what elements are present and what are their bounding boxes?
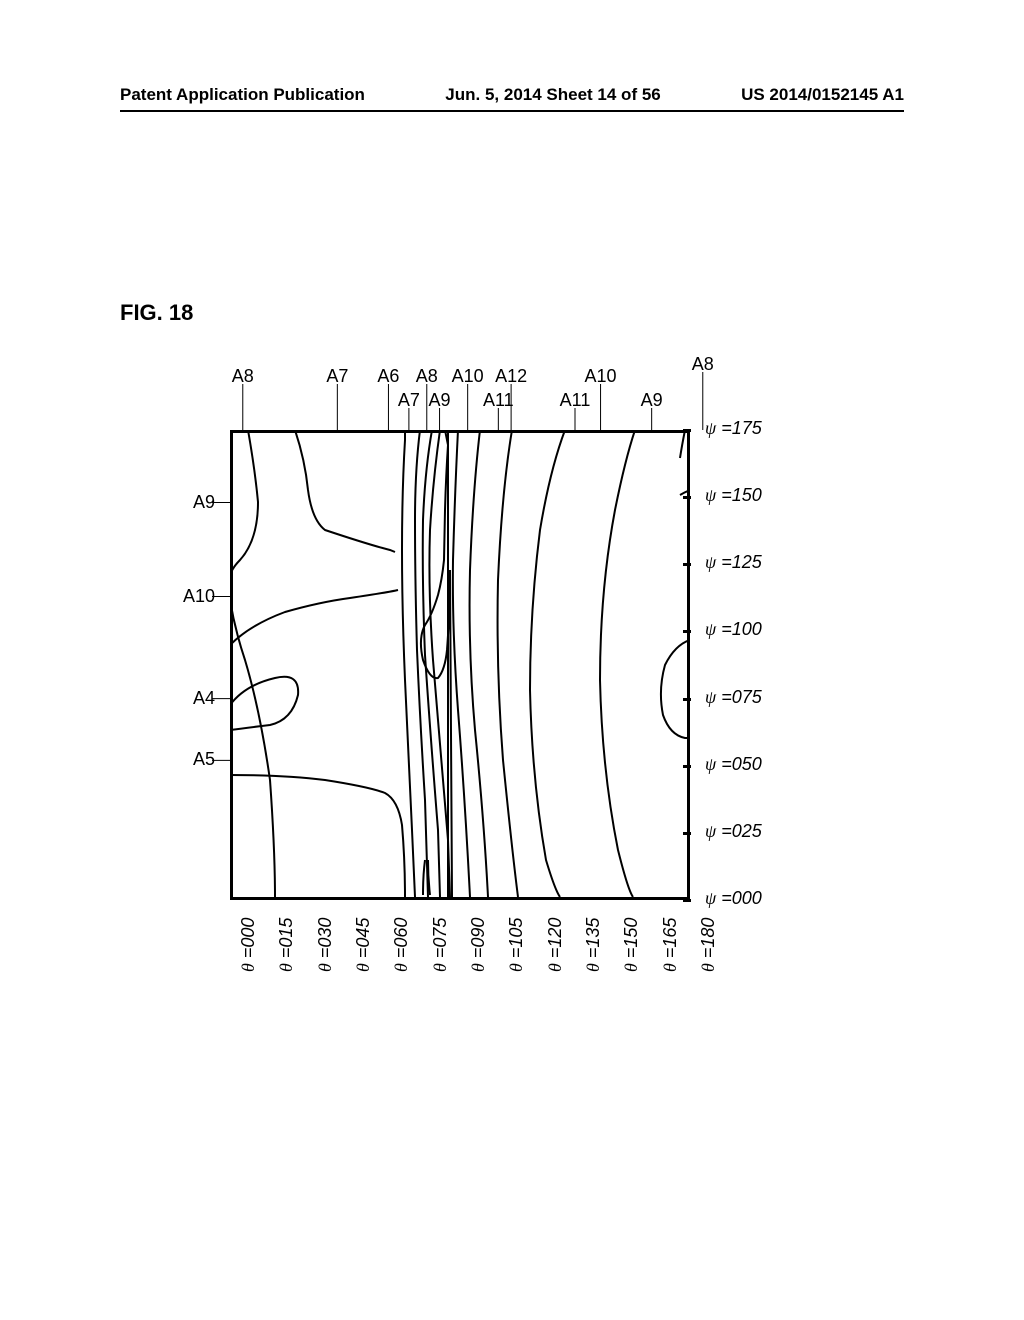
psi-label: ψ =125: [705, 552, 762, 573]
psi-tick: [683, 630, 691, 633]
psi-tick: [683, 429, 691, 432]
annotation-label: A12: [495, 366, 527, 387]
psi-label: ψ =100: [705, 619, 762, 640]
theta-label: θ =120: [545, 918, 566, 972]
header-left: Patent Application Publication: [120, 85, 365, 105]
figure-label: FIG. 18: [120, 300, 193, 326]
theta-label: θ =045: [353, 918, 374, 972]
psi-tick: [683, 765, 691, 768]
annotation-label: A4: [193, 688, 215, 709]
annotation-label: A11: [483, 390, 514, 411]
annotation-label: A10: [585, 366, 617, 387]
theta-label: θ =090: [468, 918, 489, 972]
page-header: Patent Application Publication Jun. 5, 2…: [0, 85, 1024, 105]
theta-label: θ =000: [238, 918, 259, 972]
theta-label: θ =075: [430, 918, 451, 972]
psi-tick: [683, 563, 691, 566]
psi-tick: [683, 698, 691, 701]
psi-label: ψ =175: [705, 418, 762, 439]
psi-label: ψ =075: [705, 687, 762, 708]
annotation-label: A11: [560, 390, 591, 411]
contour-plot: ψ =000ψ =025ψ =050ψ =075ψ =100ψ =125ψ =1…: [230, 430, 690, 900]
annotation-label: A10: [452, 366, 484, 387]
annotation-label: A10: [183, 586, 215, 607]
header-center: Jun. 5, 2014 Sheet 14 of 56: [445, 85, 660, 105]
annotation-label: A8: [692, 354, 714, 375]
annotation-label: A9: [193, 492, 215, 513]
annotation-label: A6: [377, 366, 399, 387]
annotation-label: A5: [193, 749, 215, 770]
annotation-label: A8: [416, 366, 438, 387]
header-right: US 2014/0152145 A1: [741, 85, 904, 105]
annotation-label: A7: [398, 390, 420, 411]
theta-label: θ =150: [621, 918, 642, 972]
theta-label: θ =180: [698, 918, 719, 972]
theta-label: θ =015: [276, 918, 297, 972]
psi-tick: [683, 832, 691, 835]
psi-label: ψ =150: [705, 485, 762, 506]
theta-label: θ =105: [506, 918, 527, 972]
annotation-label: A7: [326, 366, 348, 387]
theta-label: θ =030: [315, 918, 336, 972]
header-rule: [120, 110, 904, 112]
psi-label: ψ =025: [705, 821, 762, 842]
psi-label: ψ =050: [705, 754, 762, 775]
psi-label: ψ =000: [705, 888, 762, 909]
theta-label: θ =135: [583, 918, 604, 972]
annotation-label: A8: [232, 366, 254, 387]
psi-tick: [683, 496, 691, 499]
theta-label: θ =060: [391, 918, 412, 972]
annotation-label: A9: [429, 390, 451, 411]
theta-label: θ =165: [660, 918, 681, 972]
psi-tick: [683, 899, 691, 902]
annotation-label: A9: [641, 390, 663, 411]
